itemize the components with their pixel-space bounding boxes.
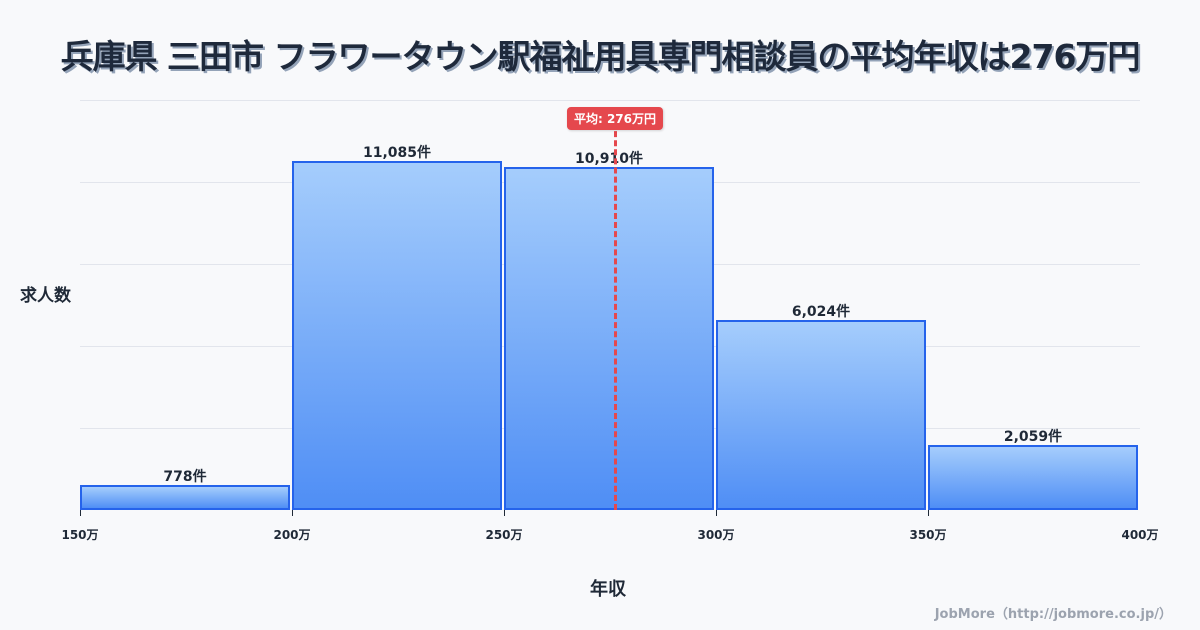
x-tick <box>292 510 293 516</box>
x-tick-label: 200万 <box>273 528 311 542</box>
x-tick-label: 150万 <box>61 528 99 542</box>
bar-300-350[interactable] <box>716 320 926 510</box>
bar-value-label: 6,024件 <box>791 304 851 320</box>
average-badge: 平均: 276万円 <box>566 107 664 130</box>
bar-250-300[interactable] <box>504 167 714 510</box>
x-tick <box>504 510 505 516</box>
x-axis-label: 年収 <box>590 579 626 600</box>
bar-value-label: 2,059件 <box>1003 429 1063 445</box>
x-tick-label: 250万 <box>485 528 523 542</box>
bar-200-250[interactable] <box>292 161 502 510</box>
x-tick-label: 300万 <box>697 528 735 542</box>
plot-area: 778件 11,085件 10,910件 6,024件 2,059件 平均: 2… <box>80 100 1140 516</box>
bar-350-400[interactable] <box>928 445 1138 510</box>
bar-150-200[interactable] <box>80 485 290 510</box>
x-tick <box>928 510 929 516</box>
y-axis-label: 求人数 <box>20 286 71 306</box>
bar-value-label: 11,085件 <box>362 145 432 161</box>
x-tick <box>716 510 717 516</box>
gridline <box>80 100 1140 101</box>
bar-value-label: 778件 <box>163 469 207 485</box>
source-credit: JobMore（http://jobmore.co.jp/） <box>934 607 1172 622</box>
average-line <box>614 122 617 510</box>
chart-title: 兵庫県 三田市 フラワータウン駅福祉用具専門相談員の平均年収は276万円 <box>60 37 1141 76</box>
x-tick-label: 350万 <box>909 528 947 542</box>
bar-value-label: 10,910件 <box>574 151 644 167</box>
x-tick-label: 400万 <box>1121 528 1159 542</box>
x-tick <box>80 510 81 516</box>
